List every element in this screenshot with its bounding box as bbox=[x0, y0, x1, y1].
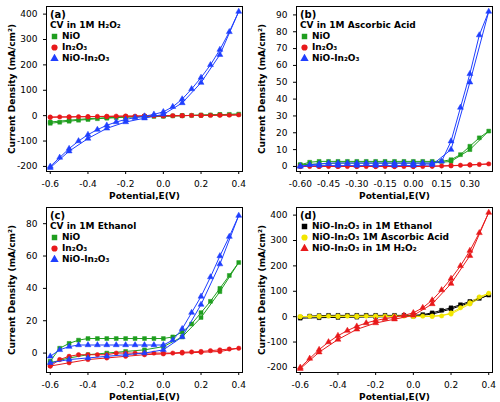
svg-text:0.2: 0.2 bbox=[194, 179, 208, 189]
svg-text:10: 10 bbox=[276, 144, 288, 154]
svg-text:0.2: 0.2 bbox=[444, 380, 458, 390]
svg-text:200: 200 bbox=[20, 60, 37, 70]
svg-text:0.15: 0.15 bbox=[432, 179, 452, 189]
html-text:NiO: NiO bbox=[312, 31, 331, 41]
svg-text:Potential,E(V): Potential,E(V) bbox=[109, 392, 180, 402]
html-text:In₂O₃: In₂O₃ bbox=[62, 42, 88, 52]
svg-text:Current Density (mA/cm²): Current Density (mA/cm²) bbox=[7, 225, 17, 355]
svg-text:-100: -100 bbox=[267, 337, 288, 347]
html-text:NiO-In₂O₃: NiO-In₂O₃ bbox=[62, 254, 110, 264]
svg-text:0.4: 0.4 bbox=[232, 380, 247, 390]
svg-text:70: 70 bbox=[276, 43, 288, 53]
svg-text:0.4: 0.4 bbox=[482, 380, 497, 390]
svg-text:0: 0 bbox=[282, 312, 288, 322]
svg-text:-0.60: -0.60 bbox=[289, 179, 313, 189]
svg-text:300: 300 bbox=[20, 34, 37, 44]
svg-text:-0.6: -0.6 bbox=[41, 179, 59, 189]
svg-text:-200: -200 bbox=[17, 161, 38, 171]
svg-text:0.0: 0.0 bbox=[156, 380, 171, 390]
svg-text:90: 90 bbox=[276, 10, 288, 20]
svg-text:100: 100 bbox=[20, 85, 37, 95]
svg-text:Current Density (mA/cm²): Current Density (mA/cm²) bbox=[257, 225, 267, 355]
html-text:CV in 1M Ethanol: CV in 1M Ethanol bbox=[50, 221, 137, 231]
svg-text:80: 80 bbox=[26, 219, 38, 229]
svg-text:0.30: 0.30 bbox=[460, 179, 480, 189]
html-text:NiO-In₂O₃ in 1M Ethanol: NiO-In₂O₃ in 1M Ethanol bbox=[312, 221, 433, 231]
svg-text:300: 300 bbox=[270, 235, 287, 245]
svg-text:-0.15: -0.15 bbox=[373, 179, 396, 189]
html-text:(c): (c) bbox=[50, 210, 66, 221]
svg-text:50: 50 bbox=[276, 77, 288, 87]
svg-text:400: 400 bbox=[270, 210, 287, 220]
svg-text:Current Density (mA/cm²): Current Density (mA/cm²) bbox=[7, 24, 17, 154]
svg-text:0: 0 bbox=[32, 111, 38, 121]
svg-text:-0.2: -0.2 bbox=[117, 380, 135, 390]
svg-text:-0.45: -0.45 bbox=[317, 179, 340, 189]
svg-text:Potential,E(V): Potential,E(V) bbox=[359, 392, 430, 402]
svg-text:40: 40 bbox=[276, 94, 288, 104]
svg-text:40: 40 bbox=[26, 283, 38, 293]
html-text:NiO: NiO bbox=[62, 31, 81, 41]
svg-text:-0.2: -0.2 bbox=[367, 380, 385, 390]
svg-text:0.0: 0.0 bbox=[406, 380, 421, 390]
html-text:NiO-In₂O₃ in 1M H₂O₂: NiO-In₂O₃ in 1M H₂O₂ bbox=[312, 243, 417, 253]
svg-text:-0.30: -0.30 bbox=[345, 179, 369, 189]
svg-text:60: 60 bbox=[276, 60, 288, 70]
html-text:(d): (d) bbox=[300, 210, 317, 221]
html-text:NiO-In₂O₃: NiO-In₂O₃ bbox=[62, 53, 110, 63]
svg-text:400: 400 bbox=[20, 9, 37, 19]
html-text:NiO-In₂O₃ 1M Ascorbic Acid: NiO-In₂O₃ 1M Ascorbic Acid bbox=[312, 232, 450, 242]
svg-text:Potential,E(V): Potential,E(V) bbox=[109, 191, 180, 201]
svg-text:30: 30 bbox=[276, 111, 288, 121]
svg-text:Current Density (mA/cm²): Current Density (mA/cm²) bbox=[257, 24, 267, 154]
svg-text:20: 20 bbox=[276, 128, 288, 138]
svg-text:-0.4: -0.4 bbox=[79, 179, 97, 189]
svg-text:80: 80 bbox=[276, 27, 288, 37]
svg-text:-0.4: -0.4 bbox=[79, 380, 97, 390]
svg-text:0.0: 0.0 bbox=[156, 179, 171, 189]
svg-text:-0.4: -0.4 bbox=[329, 380, 347, 390]
svg-text:0.2: 0.2 bbox=[194, 380, 208, 390]
svg-text:-200: -200 bbox=[267, 362, 288, 372]
svg-text:-0.6: -0.6 bbox=[41, 380, 59, 390]
html-text:(b): (b) bbox=[300, 9, 317, 20]
svg-text:100: 100 bbox=[270, 286, 287, 296]
svg-text:200: 200 bbox=[270, 261, 287, 271]
svg-text:-100: -100 bbox=[17, 136, 38, 146]
svg-text:Potential,E(V): Potential,E(V) bbox=[359, 191, 430, 201]
svg-text:-0.2: -0.2 bbox=[117, 179, 135, 189]
svg-text:20: 20 bbox=[26, 316, 38, 326]
svg-text:0.4: 0.4 bbox=[232, 179, 247, 189]
html-text:CV in 1M H₂O₂: CV in 1M H₂O₂ bbox=[50, 20, 121, 30]
svg-text:0: 0 bbox=[282, 161, 288, 171]
svg-text:0.00: 0.00 bbox=[403, 179, 423, 189]
html-text:CV in 1M Ascorbic Acid: CV in 1M Ascorbic Acid bbox=[300, 20, 416, 30]
svg-text:60: 60 bbox=[26, 251, 38, 261]
svg-text:-0.6: -0.6 bbox=[291, 380, 309, 390]
html-text:NiO: NiO bbox=[62, 232, 81, 242]
html-text:In₂O₃: In₂O₃ bbox=[62, 243, 88, 253]
svg-text:0: 0 bbox=[32, 348, 38, 358]
html-text:In₂O₃: In₂O₃ bbox=[312, 42, 338, 52]
html-text:(a): (a) bbox=[50, 9, 66, 20]
html-text:NiO-In₂O₃: NiO-In₂O₃ bbox=[312, 53, 360, 63]
